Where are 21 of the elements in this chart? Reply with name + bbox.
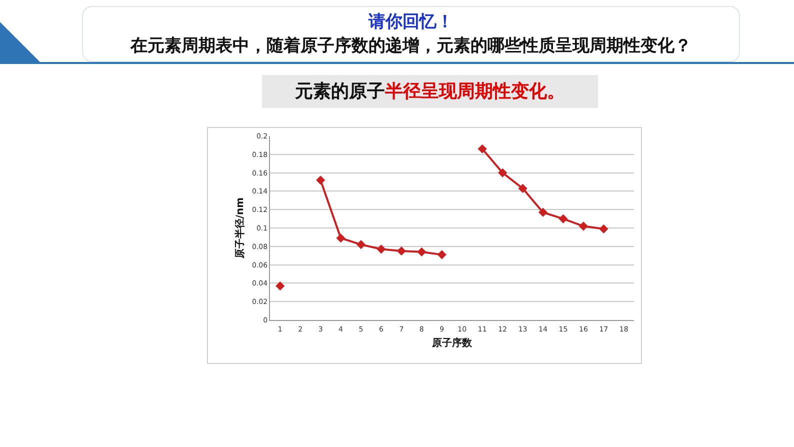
point [276, 281, 285, 291]
text: 元素的原子 [295, 81, 385, 102]
point [417, 247, 426, 256]
point [599, 224, 608, 234]
point [437, 250, 446, 260]
text: 半径呈现周期性变化。 [385, 81, 565, 102]
point [336, 234, 346, 243]
point [316, 176, 326, 185]
point [356, 240, 366, 250]
point [478, 144, 487, 154]
x-axis-title: 原子序数 [431, 336, 473, 349]
chart-title: 请你回忆！ [367, 11, 454, 34]
y-axis-title: 原子半径/nm [234, 197, 246, 260]
point [376, 244, 386, 254]
point [498, 168, 508, 178]
chart-subtitle: 在元素周期表中，随着原子序数的递增，元素的哪些性质呈现周期性变化？ [129, 35, 692, 58]
point [538, 208, 548, 217]
point [518, 184, 528, 193]
point [578, 222, 588, 231]
point [558, 214, 568, 224]
point [396, 246, 406, 256]
